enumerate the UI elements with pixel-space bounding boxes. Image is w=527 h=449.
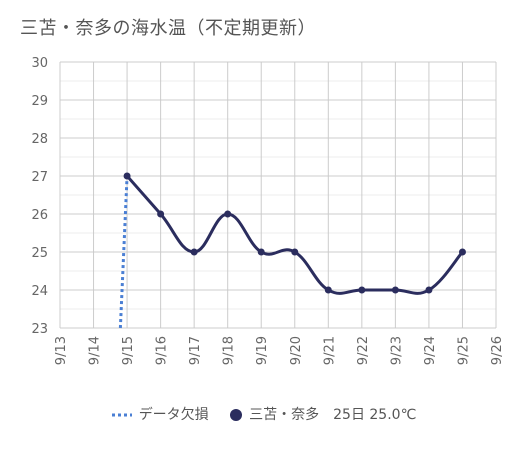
data-point[interactable] [190, 248, 198, 256]
y-tick-label: 28 [31, 132, 48, 147]
legend-item-missing-data[interactable]: データ欠損 [111, 404, 209, 424]
data-point[interactable] [425, 286, 433, 294]
y-tick-label: 25 [31, 246, 48, 261]
x-tick-label: 9/24 [423, 336, 438, 365]
legend: データ欠損 三苫・奈多 25日 25.0℃ [0, 404, 527, 424]
data-point[interactable] [291, 248, 299, 256]
x-tick-label: 9/20 [289, 336, 304, 365]
tick-layer: 30 29 28 27 26 25 24 23 9/13 9/14 9/15 9/16 9/17 9/18… [31, 56, 505, 365]
y-tick-label: 26 [31, 208, 48, 223]
x-tick-label: 9/17 [188, 336, 203, 365]
data-point[interactable] [458, 248, 466, 256]
legend-item-mitoma-nata[interactable]: 三苫・奈多 25日 25.0℃ [229, 404, 416, 424]
data-point[interactable] [391, 286, 399, 294]
y-tick-label: 23 [31, 322, 48, 337]
x-tick-label: 9/22 [356, 336, 371, 365]
data-point[interactable] [123, 172, 131, 180]
data-point[interactable] [257, 248, 265, 256]
y-tick-label: 27 [31, 170, 48, 185]
x-tick-label: 9/21 [322, 336, 337, 365]
x-tick-label: 9/25 [456, 336, 471, 365]
chart-title: 三苫・奈多の海水温（不定期更新） [20, 18, 316, 39]
x-tick-label: 9/18 [222, 336, 237, 365]
data-point[interactable] [157, 210, 165, 218]
y-tick-label: 24 [31, 284, 48, 299]
grid-layer [59, 61, 497, 329]
x-tick-label: 9/13 [54, 336, 69, 365]
x-tick-label: 9/19 [255, 336, 270, 365]
series-line-missing-data [118, 175, 129, 329]
series-layer [118, 172, 466, 329]
legend-label-mitoma-nata: 三苫・奈多 25日 25.0℃ [249, 407, 417, 423]
legend-label-missing-data: データ欠損 [138, 407, 209, 423]
data-point[interactable] [224, 210, 232, 218]
data-point[interactable] [324, 286, 332, 294]
y-tick-label: 29 [31, 94, 48, 109]
x-tick-label: 9/23 [389, 336, 404, 365]
dotted-line-icon [111, 413, 132, 417]
y-tick-label: 30 [31, 56, 48, 71]
circle-marker-icon [230, 409, 243, 421]
x-tick-label: 9/26 [490, 336, 505, 365]
x-tick-label: 9/16 [155, 336, 170, 365]
x-tick-label: 9/14 [88, 336, 103, 365]
x-tick-label: 9/15 [121, 336, 136, 365]
data-point[interactable] [358, 286, 366, 294]
